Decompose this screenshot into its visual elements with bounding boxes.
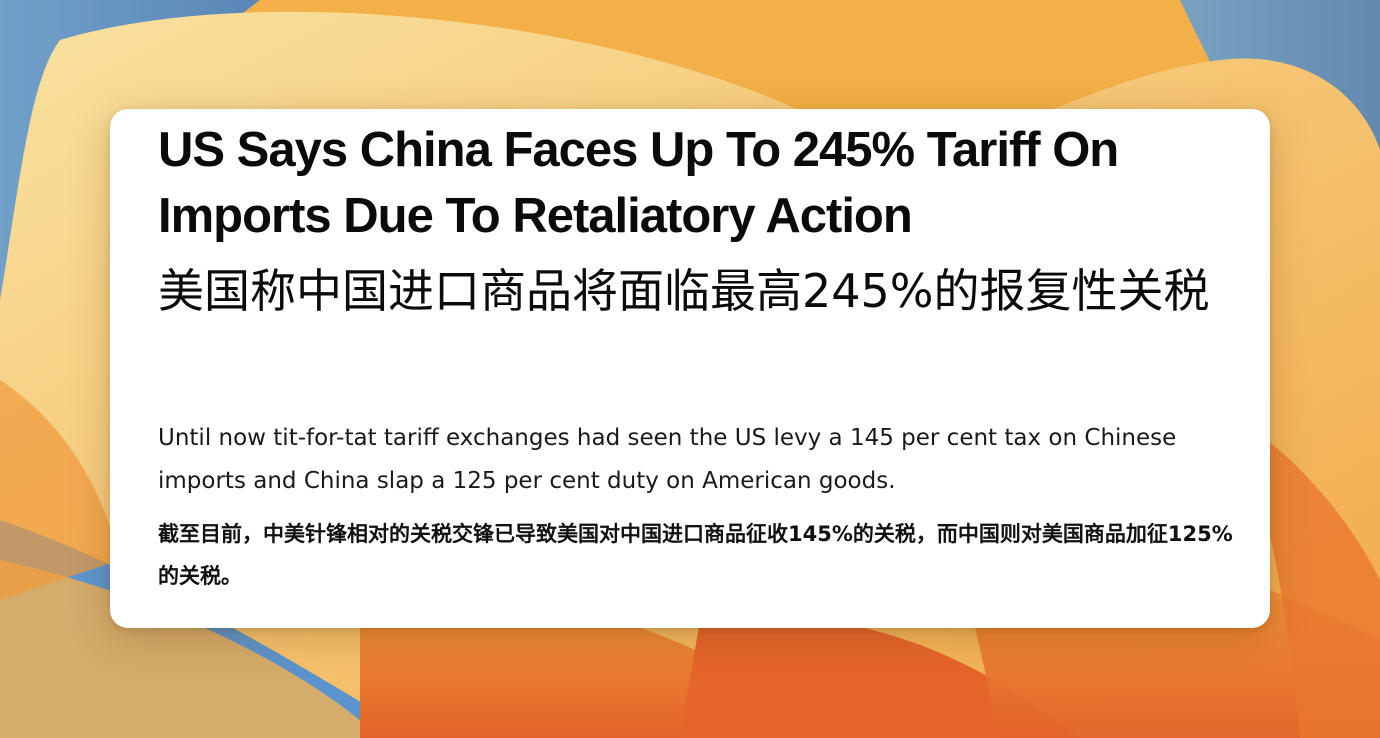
headline-english: US Says China Faces Up To 245% Tariff On…	[158, 123, 1119, 243]
news-card: US Says China Faces Up To 245% Tariff On…	[110, 109, 1270, 628]
summary-english: Until now tit-for-tat tariff exchanges h…	[158, 425, 1177, 494]
summary-chinese: 截至目前，中美针锋相对的关税交锋已导致美国对中国进口商品征收145%的关税，而中…	[158, 522, 1233, 588]
headline-chinese: 美国称中国进口商品将面临最高245%的报复性关税	[158, 264, 1210, 318]
